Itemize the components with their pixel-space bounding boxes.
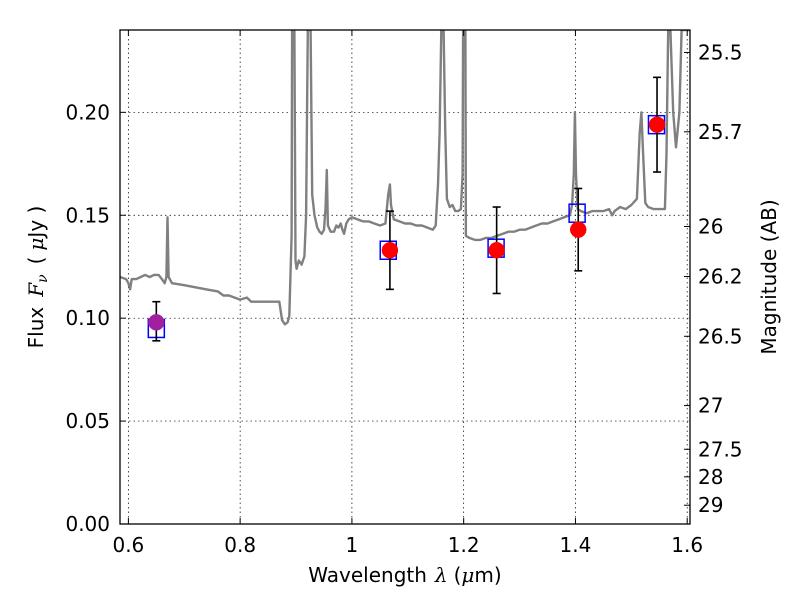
y-tick-label: 0.20 — [65, 100, 110, 124]
y-tick-label: 0.10 — [65, 306, 110, 330]
x-tick-label: 1.4 — [560, 533, 592, 557]
x-axis-ticks: 0.6 0.8 1 1.2 1.4 1.6 — [112, 30, 703, 557]
right-axis-ticks: 25.5 25.7 26 26.2 26.5 27 27.5 28 29 — [684, 40, 743, 517]
observed-point — [488, 241, 505, 259]
right-tick-label: 28 — [698, 465, 723, 489]
x-tick-label: 0.6 — [112, 533, 144, 557]
observed-point — [381, 241, 399, 259]
x-tick-label: 1.6 — [671, 533, 703, 557]
right-tick-label: 26.2 — [698, 265, 743, 289]
observed-point — [648, 116, 666, 133]
y-axis-ticks: 0.00 0.05 0.10 0.15 0.20 — [65, 100, 126, 536]
x-tick-label: 1.2 — [448, 533, 480, 557]
right-tick-label: 26.5 — [698, 324, 743, 348]
observed-photometry — [148, 116, 666, 331]
y-tick-label: 0.15 — [65, 203, 110, 227]
spectrum-line — [120, 30, 690, 326]
observed-point — [569, 221, 587, 238]
model-spectrum — [120, 30, 690, 326]
y-tick-label: 0.05 — [65, 409, 110, 433]
right-tick-label: 26 — [698, 214, 723, 238]
right-tick-label: 25.7 — [698, 120, 743, 144]
right-tick-label: 27 — [698, 394, 723, 418]
right-tick-label: 29 — [698, 493, 723, 517]
right-tick-label: 25.5 — [698, 40, 743, 64]
right-axis-label: Magnitude (AB) — [757, 199, 781, 354]
y-tick-label: 0.00 — [65, 512, 110, 536]
x-tick-label: 0.8 — [224, 533, 256, 557]
right-tick-label: 27.5 — [698, 437, 743, 461]
plot-background — [120, 30, 690, 524]
observed-point — [148, 314, 165, 331]
x-tick-label: 1 — [346, 533, 359, 557]
y-axis-label: FluxFν(μJy ) — [24, 206, 51, 349]
x-axis-label: Wavelength λ (μm) — [308, 563, 501, 587]
